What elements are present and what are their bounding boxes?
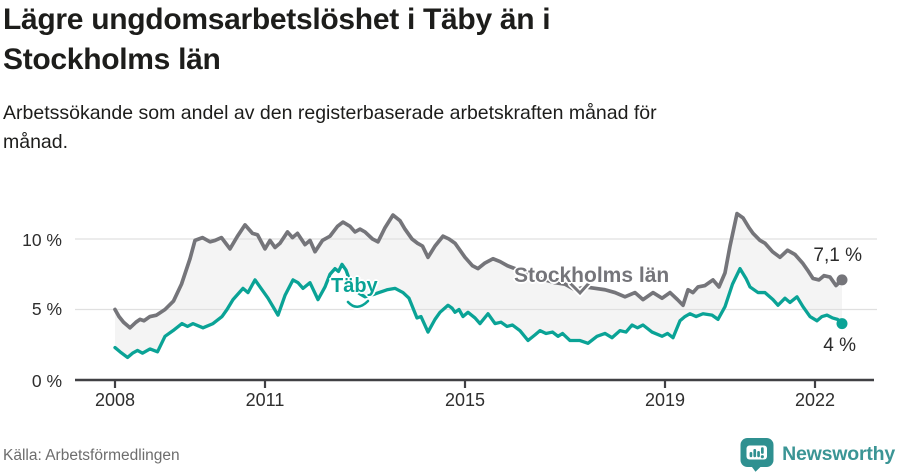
y-axis-tick-label: 10 % <box>22 230 62 250</box>
source-credit: Källa: Arbetsförmedlingen <box>3 447 180 464</box>
series-line-taby <box>113 262 844 360</box>
x-axis-tick-label: 2011 <box>245 390 285 410</box>
series-label-stockholms-lan: Stockholms län <box>514 264 670 287</box>
series-label-taby: Täby <box>331 275 378 297</box>
x-axis-tick-label: 2022 <box>794 390 836 410</box>
series-end-dot-stockholms-lan <box>836 274 848 286</box>
series-line-stockholms-lan <box>113 211 844 330</box>
stockholm-label-pointer <box>569 281 591 296</box>
x-axis-tick-label: 2008 <box>94 390 136 410</box>
page-subtitle: Arbetssökande som andel av den registerb… <box>3 102 657 153</box>
newsworthy-wordmark: Newsworthy <box>782 443 895 465</box>
series-gap-band <box>115 213 842 358</box>
page-title: Lägre ungdomsarbetslöshet i Täby än i St… <box>3 3 551 76</box>
y-axis-tick-label: 0 % <box>31 371 62 391</box>
newsworthy-bar-chart-icon <box>740 438 774 472</box>
newsworthy-logo: Newsworthy <box>739 437 895 472</box>
x-axis-tick-label: 2019 <box>644 390 686 410</box>
end-value-label-stockholms-lan: 7,1 % <box>813 245 862 266</box>
taby-label-pointer <box>346 299 370 309</box>
y-axis-tick-label: 5 % <box>31 299 62 319</box>
series-end-dot-taby <box>836 318 848 330</box>
x-axis-tick-label: 2015 <box>444 390 486 410</box>
end-value-label-taby: 4 % <box>823 335 856 356</box>
